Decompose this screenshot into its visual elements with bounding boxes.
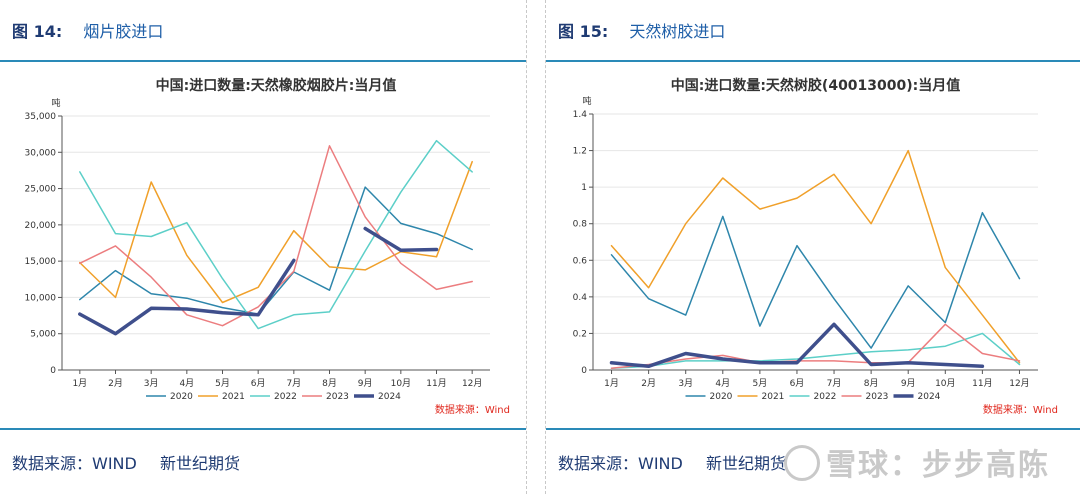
- x-tick-label: 1月: [604, 378, 619, 389]
- legend-label-2022: 2022: [814, 392, 837, 402]
- figure-title: 图 14: 烟片胶进口: [12, 18, 163, 46]
- x-tick-label: 5月: [215, 378, 230, 389]
- y-tick-label: 30,000: [25, 148, 57, 158]
- source-text: 数据来源：WIND: [12, 454, 137, 473]
- y-tick-label: 5,000: [30, 330, 56, 340]
- legend-label-2022: 2022: [274, 392, 297, 402]
- y-tick-label: 1.2: [573, 147, 587, 157]
- legend-label-2020: 2020: [170, 392, 193, 402]
- divider-bottom: [0, 428, 526, 430]
- y-tick-label: 1: [581, 183, 587, 193]
- chart-source-note: 数据来源：Wind: [435, 403, 510, 416]
- x-tick-label: 10月: [935, 378, 955, 389]
- y-tick-label: 0: [50, 366, 56, 376]
- chart-title: 中国:进口数量:天然橡胶烟胶片:当月值: [156, 77, 397, 94]
- x-tick-label: 3月: [144, 378, 159, 389]
- y-tick-label: 1.4: [573, 110, 588, 120]
- x-tick-label: 11月: [426, 378, 446, 389]
- y-tick-label: 0.2: [573, 329, 587, 339]
- x-tick-label: 7月: [286, 378, 301, 389]
- figure-caption: 天然树胶进口: [629, 22, 726, 41]
- figure-number: 图 14:: [12, 22, 63, 41]
- x-tick-label: 7月: [827, 378, 842, 389]
- series-line-2024: [78, 258, 296, 336]
- source-line: 数据来源：WIND 新世纪期货: [558, 450, 804, 474]
- chart-source-note: 数据来源：Wind: [983, 403, 1058, 416]
- y-tick-label: 0.4: [573, 293, 588, 303]
- legend-label-2024: 2024: [378, 392, 401, 402]
- y-tick-label: 35,000: [25, 112, 57, 122]
- x-tick-label: 9月: [901, 378, 916, 389]
- series-line-2021: [610, 149, 1021, 364]
- divider-top: [0, 60, 526, 62]
- source-text: 数据来源：WIND: [558, 454, 683, 473]
- divider-top: [546, 60, 1080, 62]
- chart-title: 中国:进口数量:天然树胶(40013000):当月值: [671, 77, 961, 94]
- source-org: 新世纪期货: [159, 454, 240, 473]
- x-tick-label: 11月: [972, 378, 992, 389]
- y-tick-label: 0.8: [573, 220, 588, 230]
- divider-bottom: [546, 428, 1080, 430]
- y-axis-unit: 吨: [51, 97, 60, 109]
- legend-label-2023: 2023: [326, 392, 349, 402]
- source-org: 新世纪期货: [705, 454, 786, 473]
- series-line-2022: [79, 139, 473, 330]
- y-tick-label: 0: [581, 366, 587, 376]
- x-tick-label: 2月: [641, 378, 656, 389]
- legend-label-2023: 2023: [866, 392, 889, 402]
- figure-title: 图 15: 天然树胶进口: [558, 18, 725, 46]
- watermark: 雪球：步步高陈: [784, 440, 1050, 485]
- legend-label-2024: 2024: [918, 392, 941, 402]
- x-tick-label: 3月: [678, 378, 693, 389]
- x-tick-label: 9月: [358, 378, 373, 389]
- y-tick-label: 15,000: [25, 257, 57, 267]
- figure-caption: 烟片胶进口: [83, 22, 164, 41]
- x-tick-label: 8月: [322, 378, 337, 389]
- legend-label-2021: 2021: [762, 392, 785, 402]
- y-axis-unit: 吨: [582, 95, 591, 107]
- x-tick-label: 4月: [179, 378, 194, 389]
- x-tick-label: 1月: [72, 378, 87, 389]
- watermark-text: 雪球：步步高陈: [826, 448, 1050, 483]
- x-tick-label: 4月: [715, 378, 730, 389]
- x-tick-label: 12月: [462, 378, 482, 389]
- source-line: 数据来源：WIND 新世纪期货: [12, 450, 258, 474]
- right-panel: 图 15: 天然树胶进口 中国:进口数量:天然树胶(40013000):当月值吨…: [545, 0, 1080, 494]
- y-tick-label: 25,000: [25, 185, 57, 195]
- x-tick-label: 6月: [790, 378, 805, 389]
- series-line-2020: [610, 211, 1021, 349]
- snowball-logo-icon: [784, 444, 820, 481]
- y-tick-label: 20,000: [25, 221, 57, 231]
- x-tick-label: 5月: [753, 378, 768, 389]
- y-tick-label: 0.6: [573, 256, 588, 266]
- legend-label-2020: 2020: [710, 392, 733, 402]
- series-line-2024: [609, 322, 985, 369]
- y-tick-label: 10,000: [25, 293, 57, 303]
- series-line-2023: [610, 323, 1021, 369]
- x-tick-label: 10月: [391, 378, 411, 389]
- series-line-2021: [79, 160, 473, 304]
- figure-number: 图 15:: [558, 22, 609, 41]
- x-tick-label: 8月: [864, 378, 879, 389]
- series-line-2024: [363, 226, 439, 253]
- x-tick-label: 12月: [1009, 378, 1029, 389]
- x-tick-label: 6月: [251, 378, 266, 389]
- legend-label-2021: 2021: [222, 392, 245, 402]
- left-panel: 图 14: 烟片胶进口 中国:进口数量:天然橡胶烟胶片:当月值吨 0 5,000 10…: [0, 0, 527, 494]
- x-tick-label: 2月: [108, 378, 123, 389]
- series-line-2020: [79, 186, 473, 315]
- series-line-2022: [610, 332, 1021, 369]
